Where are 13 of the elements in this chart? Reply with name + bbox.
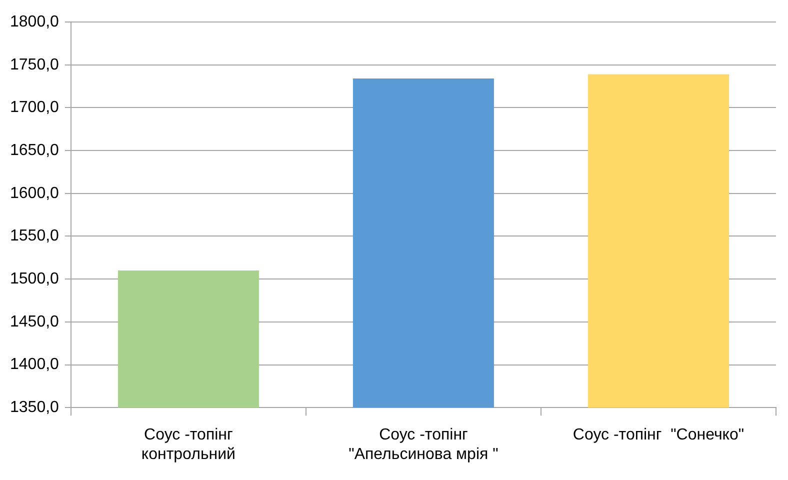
y-tick-label: 1450,0 xyxy=(10,313,60,330)
y-tick-label: 1800,0 xyxy=(10,13,60,30)
x-tick-label: Соус -топінг контрольний xyxy=(141,426,236,463)
y-tick-label: 1700,0 xyxy=(10,99,60,116)
y-tick-label: 1400,0 xyxy=(10,356,60,374)
y-tick-label: 1600,0 xyxy=(10,184,60,202)
x-tick-label: Соус -топінг "Сонечко" xyxy=(572,426,744,444)
y-tick-label: 1500,0 xyxy=(10,270,60,288)
y-tick-label: 1750,0 xyxy=(10,56,60,74)
y-tick-label: 1550,0 xyxy=(10,228,60,245)
y-tick-label: 1350,0 xyxy=(10,399,60,416)
y-tick-label: 1650,0 xyxy=(10,142,60,159)
x-tick-label: Соус -топінг "Апельсинова мрія " xyxy=(348,426,498,463)
